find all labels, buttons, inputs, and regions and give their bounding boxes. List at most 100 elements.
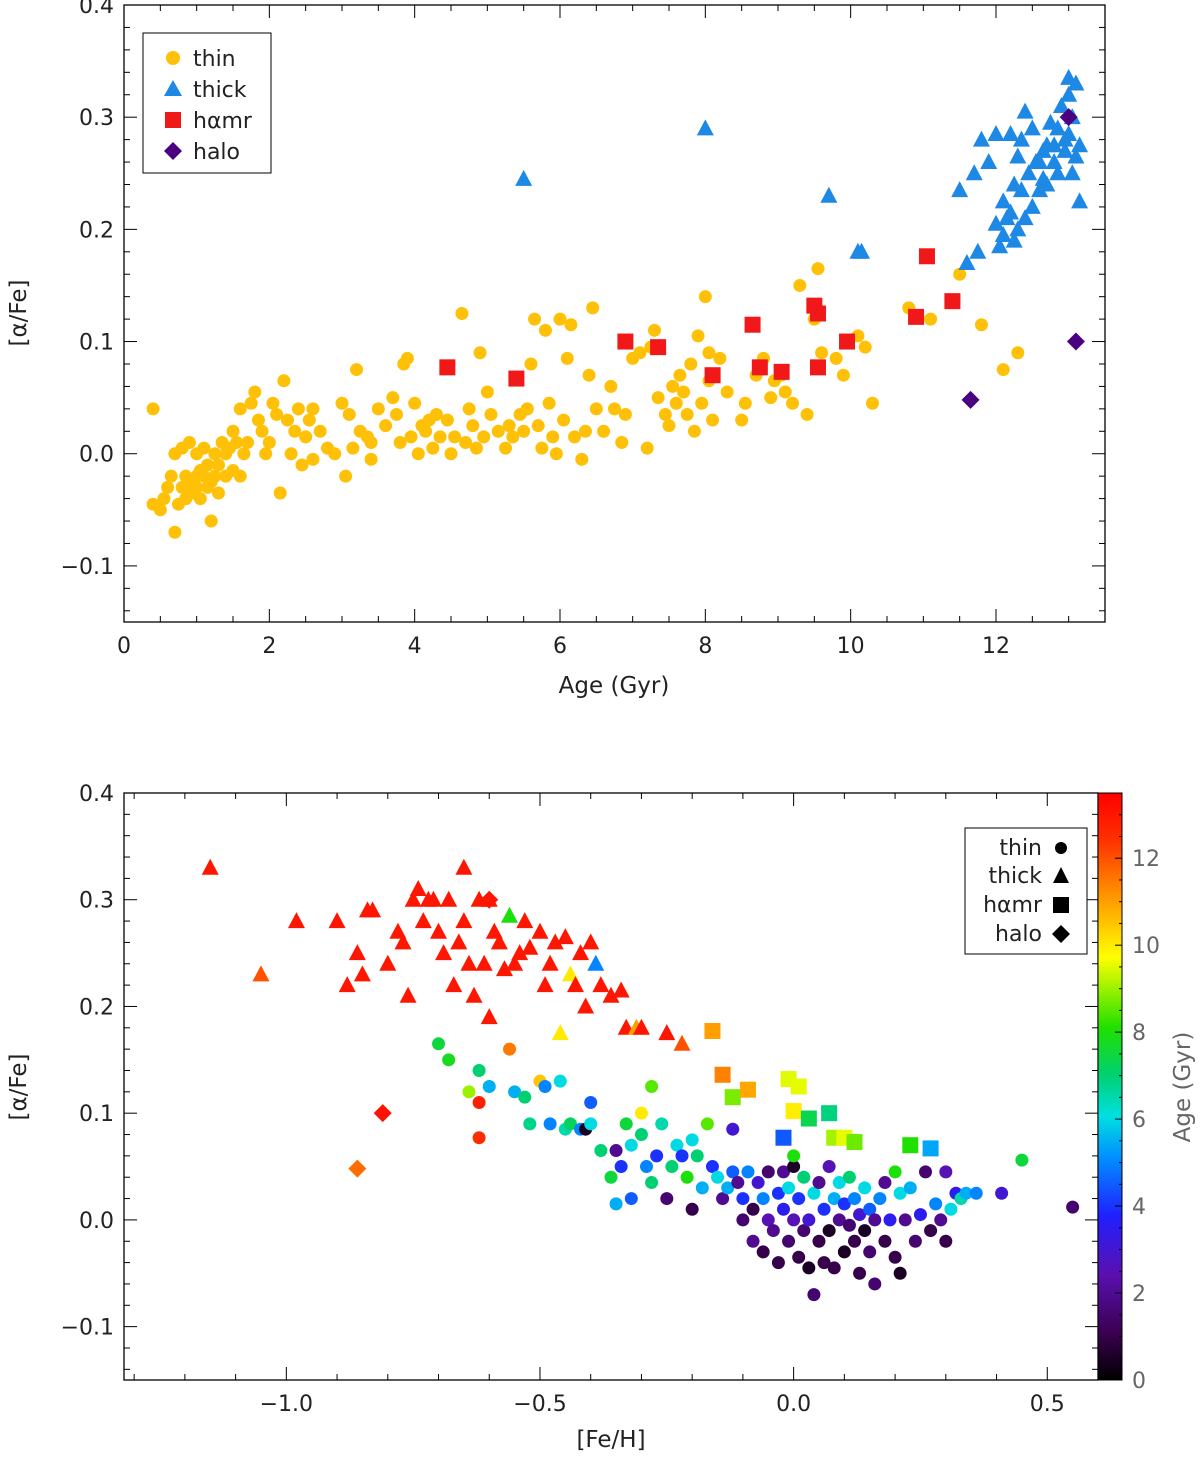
data-point-thick [1034, 141, 1052, 158]
panel2-ticks: −1.0 −0.5 0.0 0.5 −0.1 0.0 0.1 0.2 0.3 0.4 [61, 782, 1098, 1417]
data-point-thin [863, 1202, 877, 1216]
data-point-thin [655, 1117, 669, 1131]
data-point-thick [445, 976, 463, 993]
y-tick-label: 0.1 [79, 331, 114, 356]
data-point-thin [690, 1149, 704, 1163]
data-point-hamr [944, 293, 961, 310]
data-point-thin [346, 441, 360, 455]
data-point-thin [746, 1234, 760, 1248]
data-point-thin [386, 391, 400, 405]
data-point-thick [1012, 181, 1030, 198]
data-point-thin [538, 323, 552, 337]
data-point-thin [764, 391, 778, 405]
data-point-thin [787, 1160, 801, 1174]
data-point-thin [575, 452, 589, 466]
colorbar-tick-label: 6 [1132, 1108, 1146, 1133]
data-point-thin [624, 1192, 638, 1206]
data-point-thin [761, 1213, 775, 1227]
data-point-thin [793, 278, 807, 292]
data-point-thin [669, 396, 683, 410]
data-point-thin [695, 396, 709, 410]
panel2-plot-frame [123, 792, 1099, 1381]
data-point-thin [756, 1245, 770, 1259]
data-point-thick [1056, 141, 1074, 158]
data-point-thin [778, 385, 792, 399]
data-point-thin [208, 469, 222, 483]
data-point-thin [746, 1202, 760, 1216]
legend-hamr-label: hαmr [193, 109, 253, 134]
data-point-thin [939, 1165, 953, 1179]
data-point-thin [553, 1074, 567, 1088]
data-point-thin [832, 1176, 846, 1190]
data-point-thin [584, 1117, 598, 1131]
panel1-y-axis-label: [α/Fe] [6, 280, 32, 347]
x-tick-label: −1.0 [260, 1392, 313, 1417]
data-point-thin [776, 1165, 790, 1179]
data-point-thin [455, 307, 469, 320]
data-point-thin [364, 452, 378, 466]
data-point-thin [848, 1192, 861, 1206]
data-point-thin [379, 419, 393, 433]
data-point-thin [568, 430, 582, 444]
data-point-thin [736, 1192, 750, 1206]
data-point-thin [306, 452, 320, 466]
data-point-thin [713, 351, 727, 365]
data-point-thin [146, 402, 160, 416]
data-point-thin [792, 1250, 806, 1264]
data-point-thin [480, 385, 494, 399]
data-point-thin [1066, 1200, 1080, 1214]
data-point-thin [888, 1165, 902, 1179]
data-point-thin [448, 430, 462, 444]
x-tick-label: 6 [553, 634, 567, 659]
data-point-hamr [775, 1129, 792, 1146]
data-point-thin [364, 436, 378, 450]
data-point-thick [987, 125, 1005, 142]
data-point-thin [898, 1213, 912, 1227]
colorbar-tick-label: 4 [1132, 1195, 1146, 1220]
data-point-thick [475, 954, 493, 971]
x-tick-label: 8 [698, 634, 712, 659]
data-point-thin [543, 1117, 557, 1131]
colorbar-label: Age (Gyr) [1170, 1032, 1196, 1143]
x-tick-label: 10 [837, 634, 865, 659]
data-point-hamr [821, 1105, 838, 1122]
data-point-hamr [922, 1140, 939, 1157]
data-point-thick [1031, 153, 1049, 170]
data-point-thin [211, 458, 225, 472]
data-point-thin [584, 1096, 598, 1110]
data-point-thin [609, 1197, 623, 1211]
data-point-thin [685, 1202, 699, 1216]
data-point-thick [404, 890, 422, 907]
data-point-thin [531, 419, 545, 433]
data-point-thin [687, 424, 701, 438]
data-point-thick [1020, 164, 1038, 181]
data-point-thin [472, 1063, 486, 1077]
data-point-thin [233, 402, 247, 416]
data-point-thick [364, 901, 382, 918]
data-point-thin [792, 1192, 806, 1206]
data-point-thin [658, 407, 672, 421]
data-point-thin [288, 424, 302, 438]
legend-thin-marker [166, 51, 180, 65]
x-tick-label: 0.5 [1030, 1392, 1065, 1417]
data-point-thin [549, 447, 563, 461]
legend-hamr-marker [165, 112, 181, 128]
panel2-data-points [201, 858, 1080, 1302]
data-point-thin [702, 346, 716, 360]
data-point-thin [787, 1213, 801, 1227]
data-point-thin [233, 469, 247, 483]
data-point-hamr [650, 339, 667, 356]
data-point-thin [241, 436, 255, 450]
data-point-thick [424, 890, 442, 907]
data-point-thin [721, 1181, 735, 1195]
data-point-thick [455, 912, 473, 929]
data-point-thick [455, 858, 473, 875]
data-point-thin [491, 424, 505, 438]
data-point-thin [766, 1224, 780, 1238]
data-point-thin [342, 407, 356, 421]
data-point-thick [516, 912, 534, 929]
data-point-thin [645, 1176, 659, 1190]
data-point-thin [523, 1117, 537, 1131]
data-point-thin [680, 1170, 694, 1184]
data-point-thick [572, 944, 590, 961]
